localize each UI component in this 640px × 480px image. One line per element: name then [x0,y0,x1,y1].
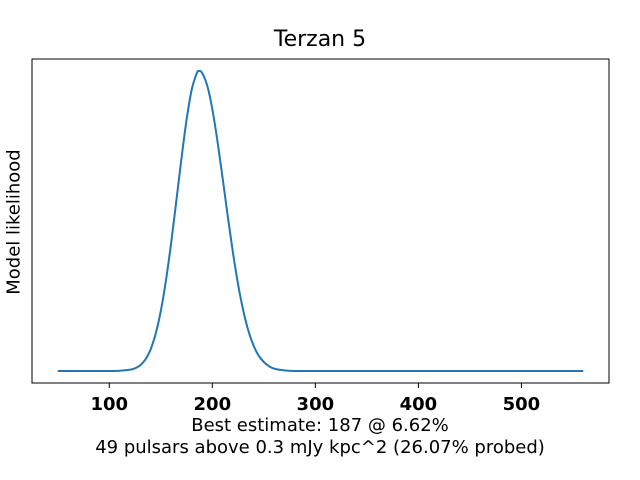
x-axis-label-line-2: 49 pulsars above 0.3 mJy kpc^2 (26.07% p… [95,437,545,458]
x-axis-ticks: 100 200 300 400 500 [90,383,540,415]
x-axis-label: Best estimate: 187 @ 6.62% 49 pulsars ab… [0,415,640,459]
x-axis-label-line-1: Best estimate: 187 @ 6.62% [191,415,449,436]
series-lines [57,69,584,373]
x-tick-label: 400 [400,394,438,415]
axes-frame [31,58,610,384]
x-tick-label: 200 [194,394,232,415]
x-tick-label: 100 [90,394,128,415]
x-tick-label: 500 [503,394,541,415]
x-tick-label: 300 [297,394,335,415]
likelihood-line [57,69,584,373]
chart-title: Terzan 5 [273,27,367,52]
